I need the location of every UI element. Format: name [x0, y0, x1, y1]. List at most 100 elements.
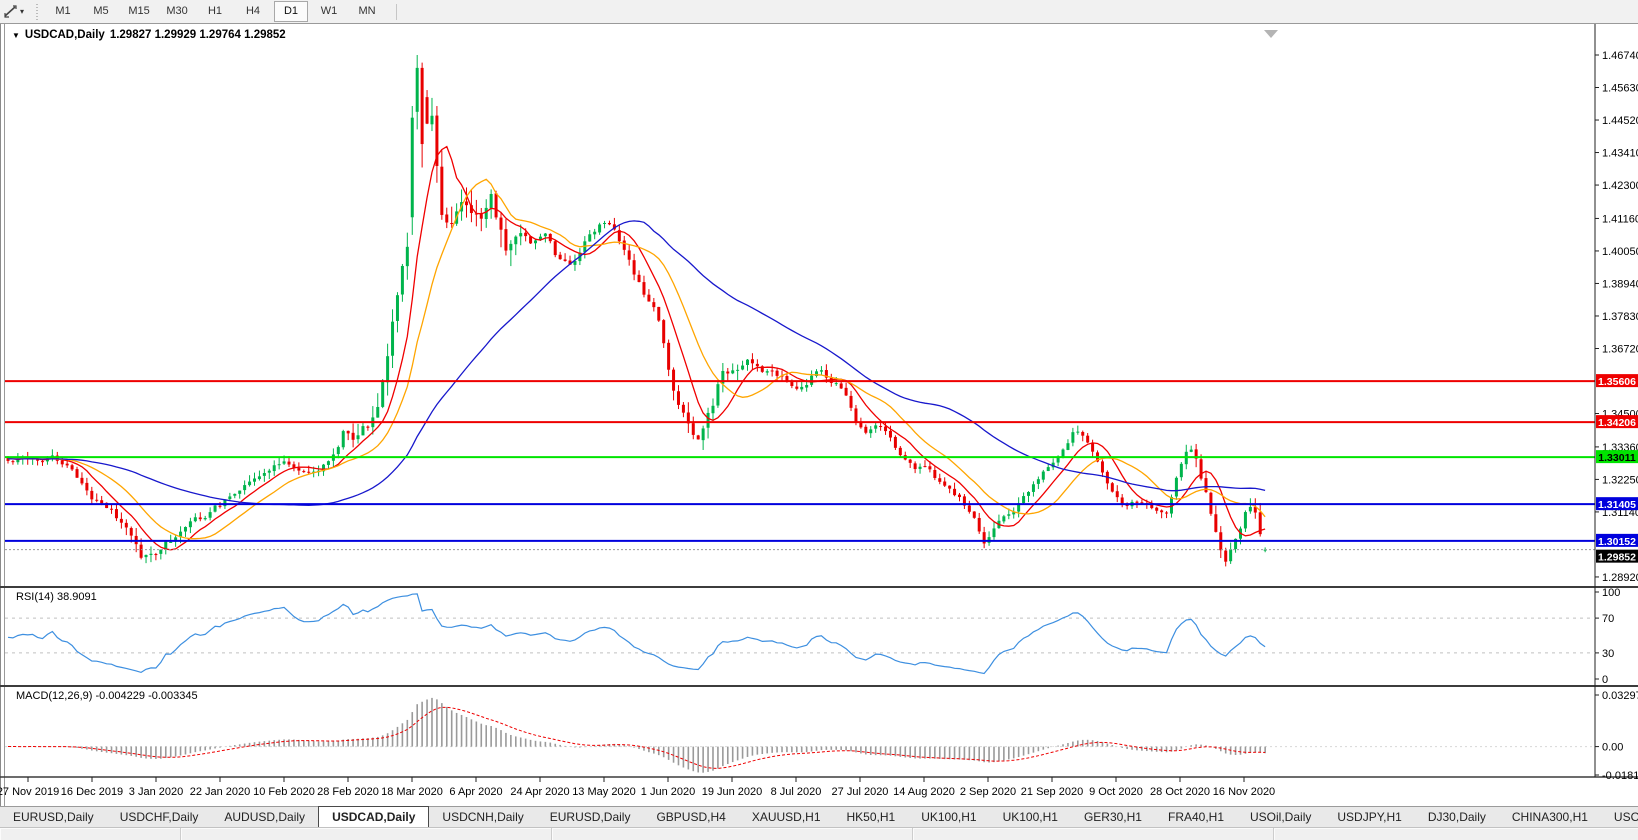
timeframe-button-m5[interactable]: M5	[93, 5, 109, 17]
date-tick-label: 21 Sep 2020	[1021, 786, 1083, 798]
status-pane	[913, 828, 1274, 840]
symbol-tab-uk100-h1-9[interactable]: UK100,H1	[921, 810, 977, 824]
toolbar-separator	[396, 3, 398, 20]
date-tick-label: 28 Oct 2020	[1150, 786, 1210, 798]
symbol-tab-usdjpy-h1-14[interactable]: USDJPY,H1	[1337, 810, 1402, 824]
timeframe-button-m30[interactable]: M30	[166, 5, 188, 17]
moving-averages-layer	[7, 145, 1266, 551]
chart-ohlc-values: 1.29827 1.29929 1.29764 1.29852	[109, 29, 286, 41]
status-pane	[1274, 828, 1638, 840]
timeframe-button-mn[interactable]: MN	[358, 5, 376, 17]
chart-symbol-title: USDCAD,Daily	[24, 29, 105, 41]
price-tick-label: 1.40050	[1602, 246, 1638, 258]
toolbar-grip[interactable]	[36, 3, 39, 20]
price-line-badge: 1.29852	[1596, 549, 1638, 564]
price-tick-label: 1.46740	[1602, 50, 1638, 62]
timeframe-button-h1[interactable]: H1	[207, 5, 223, 17]
rsi-scale-label: 100	[1602, 587, 1620, 599]
chart-cursor-tool-button[interactable]: ▾	[0, 2, 28, 22]
date-tick-label: 19 Jun 2020	[702, 786, 763, 798]
status-bar	[0, 827, 1638, 840]
rsi-panel[interactable]: 100 70 30 0	[5, 587, 1620, 686]
symbol-tab-xauusd-h1-7[interactable]: XAUUSD,H1	[751, 810, 821, 824]
price-tick-label: 1.42300	[1602, 180, 1638, 192]
symbol-tab-usdchf-daily-1[interactable]: USDCHF,Daily	[119, 810, 199, 824]
timeframe-button-w1[interactable]: W1	[320, 5, 338, 17]
symbol-tab-usoil-daily-13[interactable]: USOil,Daily	[1250, 810, 1312, 824]
price-tick-label: 1.36720	[1602, 343, 1638, 355]
price-line-badge: 1.34206	[1596, 415, 1638, 429]
symbol-tab-ger30-h1-11[interactable]: GER30,H1	[1083, 810, 1142, 824]
price-tick-label: 1.37830	[1602, 311, 1638, 323]
date-tick-label: 27 Jul 2020	[832, 786, 889, 798]
svg-text:1.35606: 1.35606	[1598, 376, 1636, 388]
symbol-tab-usdcad-daily-3[interactable]: USDCAD,Daily	[318, 806, 430, 827]
symbol-tab-usoil-h1-17[interactable]: USOil,H1	[1613, 810, 1638, 824]
date-tick-label: 3 Jan 2020	[129, 786, 183, 798]
timeframe-buttons: M1 M5 M15 M30 H1 H4 D1 W1 MN	[44, 1, 386, 22]
date-tick-label: 8 Jul 2020	[771, 786, 822, 798]
price-tick-label: 1.44520	[1602, 115, 1638, 127]
symbol-tab-dj30-daily-15[interactable]: DJ30,Daily	[1427, 810, 1486, 824]
svg-text:1.31405: 1.31405	[1598, 499, 1636, 511]
top-toolbar: ▾ M1 M5 M15 M30 H1 H4 D1 W1 MN	[0, 0, 1638, 24]
window-menu-caret-icon[interactable]: ▼	[12, 30, 20, 40]
symbol-tab-eurusd-daily-0[interactable]: EURUSD,Daily	[13, 810, 94, 824]
date-axis[interactable]: 27 Nov 2019 16 Dec 2019 3 Jan 2020 22 Jan 2…	[0, 777, 1275, 798]
rsi-scale-label: 30	[1602, 648, 1614, 660]
date-tick-label: 6 Apr 2020	[449, 786, 502, 798]
symbol-tab-eurusd-daily-5[interactable]: EURUSD,Daily	[549, 810, 631, 824]
macd-panel[interactable]: 0.032972 0.00 -0.018154	[5, 690, 1638, 782]
symbol-tab-china300-h1-16[interactable]: CHINA300,H1	[1511, 810, 1588, 824]
price-tick-label: 1.38940	[1602, 278, 1638, 290]
price-line-badge: 1.35606	[1596, 374, 1638, 388]
svg-text:1.30152: 1.30152	[1598, 536, 1636, 548]
chevron-down-icon: ▾	[20, 7, 25, 16]
date-tick-label: 22 Jan 2020	[190, 786, 251, 798]
chart-shift-marker-icon[interactable]	[1264, 30, 1278, 38]
macd-scale-label: -0.018154	[1602, 770, 1638, 782]
date-tick-label: 16 Nov 2020	[1213, 786, 1275, 798]
date-tick-label: 9 Oct 2020	[1089, 786, 1143, 798]
date-tick-label: 1 Jun 2020	[641, 786, 695, 798]
price-line-badge: 1.31405	[1596, 497, 1638, 511]
symbol-tab-audusd-daily-2[interactable]: AUDUSD,Daily	[224, 810, 306, 824]
price-tick-label: 1.43410	[1602, 148, 1638, 160]
date-tick-label: 14 Aug 2020	[893, 786, 955, 798]
symbol-tab-uk100-h1-10[interactable]: UK100,H1	[1002, 810, 1058, 824]
symbol-tab-fra40-h1-12[interactable]: FRA40,H1	[1167, 810, 1225, 824]
status-pane	[181, 828, 552, 840]
candles-layer	[6, 55, 1267, 567]
price-line-badge: 1.33011	[1596, 450, 1638, 464]
timeframe-button-d1[interactable]: D1	[274, 1, 309, 22]
date-tick-label: 27 Nov 2019	[0, 786, 59, 798]
chart-canvas[interactable]: 1.46740 1.45630 1.44520 1.43410 1.42300 1.411…	[0, 24, 1638, 806]
price-axis[interactable]: 1.46740 1.45630 1.44520 1.43410 1.42300 1.411…	[1594, 24, 1638, 777]
symbol-tab-gbpusd-h4-6[interactable]: GBPUSD,H4	[656, 810, 726, 824]
macd-signal-line	[8, 706, 1266, 769]
date-tick-label: 13 May 2020	[572, 786, 636, 798]
macd-scale-label: 0.00	[1602, 742, 1623, 754]
symbol-tab-bar: EURUSD,Daily USDCHF,Daily AUDUSD,Daily USDC…	[0, 806, 1638, 827]
symbol-tab-usdcnh-daily-4[interactable]: USDCNH,Daily	[442, 810, 524, 824]
rsi-indicator-label: RSI(14) 38.9091	[16, 591, 97, 603]
timeframe-button-m1[interactable]: M1	[55, 5, 71, 17]
date-tick-label: 16 Dec 2019	[61, 786, 123, 798]
symbol-tab-hk50-h1-8[interactable]: HK50,H1	[846, 810, 896, 824]
svg-text:1.33011: 1.33011	[1598, 452, 1636, 464]
timeframe-button-h4[interactable]: H4	[245, 5, 261, 17]
macd-indicator-label: MACD(12,26,9) -0.004229 -0.003345	[16, 690, 198, 702]
chart-window: 1.46740 1.45630 1.44520 1.43410 1.42300 1.411…	[0, 24, 1638, 806]
date-tick-label: 10 Feb 2020	[253, 786, 315, 798]
price-line-badge: 1.30152	[1596, 533, 1638, 548]
trendline-tool-icon	[4, 5, 17, 18]
timeframe-button-m15[interactable]: M15	[128, 5, 150, 17]
svg-text:1.34206: 1.34206	[1598, 417, 1636, 429]
price-tick-label: 1.28920	[1602, 572, 1638, 584]
date-tick-label: 24 Apr 2020	[510, 786, 569, 798]
price-tick-label: 1.45630	[1602, 83, 1638, 95]
macd-scale-label: 0.032972	[1602, 690, 1638, 702]
chart-title: ▼ USDCAD,Daily 1.29827 1.29929 1.29764 1…	[12, 29, 286, 41]
svg-text:1.29852: 1.29852	[1598, 552, 1636, 564]
